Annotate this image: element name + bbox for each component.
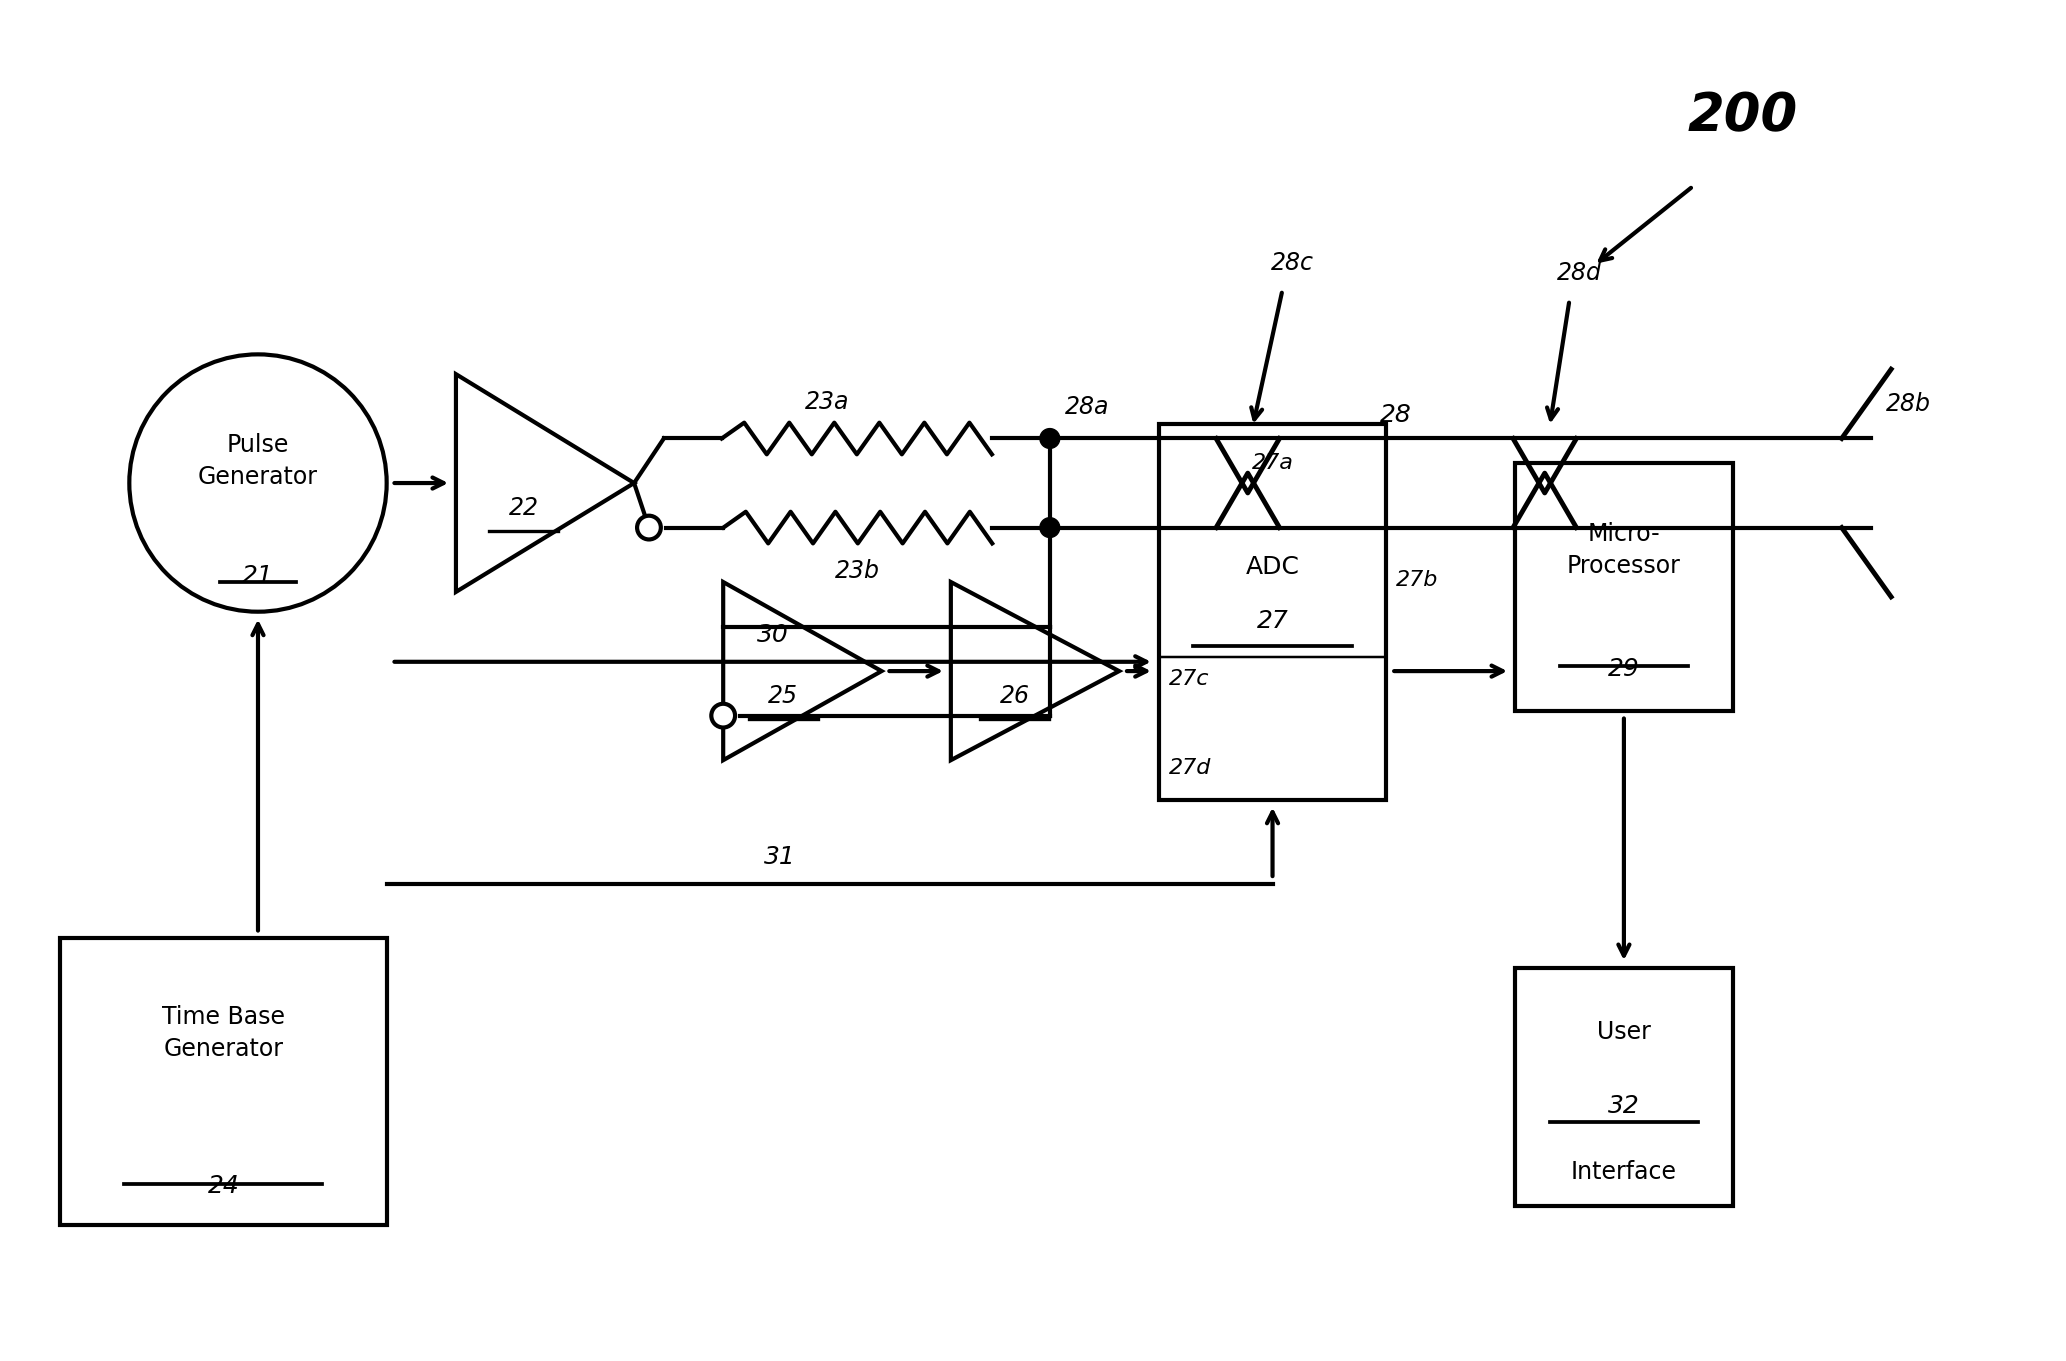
Text: Interface: Interface: [1570, 1160, 1678, 1184]
Text: 23a: 23a: [806, 389, 849, 414]
Circle shape: [636, 516, 661, 539]
Text: 23b: 23b: [835, 559, 880, 584]
Circle shape: [1039, 429, 1060, 448]
Text: 30: 30: [756, 623, 789, 646]
Text: 27: 27: [1256, 608, 1289, 633]
Text: 27c: 27c: [1169, 668, 1209, 689]
Text: 28b: 28b: [1886, 392, 1932, 416]
Text: ADC: ADC: [1246, 554, 1300, 578]
Text: 200: 200: [1688, 91, 1797, 143]
Bar: [1514, 968, 1733, 1206]
Text: 28d: 28d: [1558, 261, 1601, 284]
Text: 25: 25: [769, 683, 797, 708]
Circle shape: [711, 704, 735, 728]
Text: 29: 29: [1607, 657, 1640, 680]
Text: 32: 32: [1607, 1094, 1640, 1117]
Text: 28: 28: [1380, 403, 1413, 426]
Text: Time Base
Generator: Time Base Generator: [161, 1006, 285, 1060]
Circle shape: [1039, 517, 1060, 538]
Text: 24: 24: [207, 1173, 240, 1198]
Bar: [1514, 463, 1733, 710]
Text: 22: 22: [508, 495, 539, 520]
Text: 21: 21: [242, 565, 275, 588]
Text: 27a: 27a: [1252, 453, 1293, 474]
Text: 31: 31: [764, 845, 795, 870]
Bar: [1159, 423, 1386, 800]
Text: User: User: [1597, 1021, 1651, 1044]
Text: 27d: 27d: [1169, 758, 1211, 778]
Bar: [60, 938, 386, 1225]
Text: 28c: 28c: [1271, 252, 1314, 275]
Text: Micro-
Processor: Micro- Processor: [1566, 523, 1682, 577]
Text: 27b: 27b: [1397, 570, 1438, 589]
Text: Pulse
Generator: Pulse Generator: [198, 433, 318, 489]
Text: 28a: 28a: [1064, 395, 1109, 419]
Text: 26: 26: [1000, 683, 1029, 708]
